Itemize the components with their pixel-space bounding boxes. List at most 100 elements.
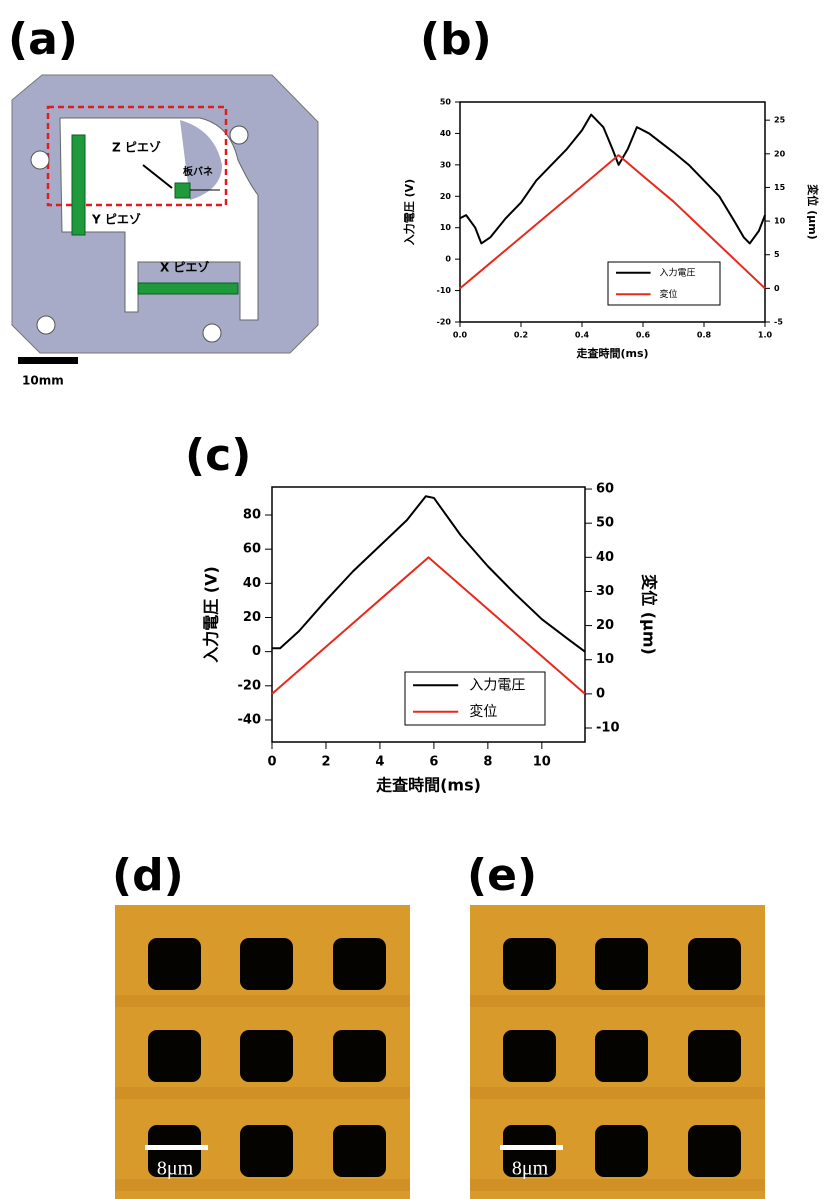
y-tick-label: -20 xyxy=(437,318,452,327)
y2-tick-label: -10 xyxy=(596,721,620,736)
x-tick-label: 0.8 xyxy=(697,331,712,340)
legend-label: 変位 xyxy=(469,703,497,720)
y-tick-label: 0 xyxy=(252,644,261,659)
hole-square xyxy=(148,938,201,990)
y-tick-label: 0 xyxy=(445,255,451,264)
x-tick-label: 10 xyxy=(533,755,551,770)
y-tick-label: 20 xyxy=(243,610,261,625)
hole-square xyxy=(688,1030,741,1082)
hole xyxy=(230,126,248,144)
hole xyxy=(37,316,55,334)
hole-square xyxy=(688,938,741,990)
diagram-label: Z ピエゾ xyxy=(112,140,161,155)
y2-tick-label: 30 xyxy=(596,584,614,599)
hole-square xyxy=(688,1125,741,1177)
y-tick-label: 40 xyxy=(243,576,261,591)
diagram-label: 板バネ xyxy=(183,165,213,178)
scale-bar xyxy=(145,1145,208,1150)
stripe xyxy=(115,1087,410,1099)
x-tick-label: 0.4 xyxy=(575,331,590,340)
hole-square xyxy=(148,1030,201,1082)
panel-label: (e) xyxy=(467,850,537,901)
hole-square xyxy=(595,1030,648,1082)
hole-square xyxy=(503,1030,556,1082)
y-tick-label: -20 xyxy=(238,678,262,693)
y2-tick-label: 0 xyxy=(774,284,780,293)
y-piezo xyxy=(72,135,85,235)
hole-square xyxy=(333,1125,386,1177)
x-tick-label: 0.2 xyxy=(514,331,528,340)
scale-label: 8μm xyxy=(512,1158,549,1180)
hole-square xyxy=(240,938,293,990)
y-tick-label: 10 xyxy=(440,223,452,232)
legend-label: 入力電圧 xyxy=(660,266,696,278)
y2-tick-label: 25 xyxy=(774,116,786,125)
figure: (a) Z ピエゾ 板バネ Y ピエゾ X ピエゾ 10mm (b) (c) (… xyxy=(0,0,826,1199)
y2-tick-label: 15 xyxy=(774,183,786,192)
y2-axis-title: 変位 (μm) xyxy=(640,574,659,655)
hole-square xyxy=(333,938,386,990)
y-tick-label: 40 xyxy=(440,129,452,138)
diagram-label: Y ピエゾ xyxy=(91,212,141,227)
x-tick-label: 2 xyxy=(321,755,330,770)
afm-image: 8μm xyxy=(115,905,410,1199)
panel-label: (b) xyxy=(420,14,492,65)
x-axis-title: 走査時間(ms) xyxy=(375,776,481,795)
y-tick-label: 60 xyxy=(243,542,261,557)
diagram-label: X ピエゾ xyxy=(160,260,209,275)
panel-label: (c) xyxy=(185,430,251,481)
data-line xyxy=(272,496,585,651)
hole xyxy=(203,324,221,342)
y2-tick-label: 20 xyxy=(596,618,614,633)
y2-tick-label: 50 xyxy=(596,516,614,531)
legend-label: 変位 xyxy=(660,288,678,300)
panel-label: (a) xyxy=(8,14,78,65)
y2-axis-title: 変位 (μm) xyxy=(806,184,820,239)
y2-tick-label: 5 xyxy=(774,250,780,259)
x-tick-label: 1.0 xyxy=(758,331,773,340)
hole-square xyxy=(240,1125,293,1177)
y-tick-label: 80 xyxy=(243,508,261,523)
x-tick-label: 0.6 xyxy=(636,331,651,340)
x-axis-title: 走査時間(ms) xyxy=(575,346,648,360)
stripe xyxy=(470,995,765,1007)
scale-bar xyxy=(18,357,78,364)
y-tick-label: 20 xyxy=(440,192,452,201)
x-tick-label: 0.0 xyxy=(453,331,468,340)
hole-square xyxy=(503,938,556,990)
x-tick-label: 8 xyxy=(483,755,492,770)
afm-image: 8μm xyxy=(470,905,765,1199)
stripe xyxy=(115,1179,410,1191)
stripe xyxy=(470,1179,765,1191)
hole-square xyxy=(595,938,648,990)
legend-label: 入力電圧 xyxy=(469,677,525,693)
hole xyxy=(31,151,49,169)
x-tick-label: 6 xyxy=(429,755,438,770)
scale-bar xyxy=(500,1145,563,1150)
afm-images: 8μm 8μm xyxy=(115,905,765,1199)
stripe xyxy=(115,995,410,1007)
y-tick-label: -10 xyxy=(437,286,452,295)
panel-label: (d) xyxy=(112,850,184,901)
x-tick-label: 0 xyxy=(267,755,276,770)
scale-label: 10mm xyxy=(22,374,64,388)
hole-square xyxy=(595,1125,648,1177)
y2-tick-label: 60 xyxy=(596,482,614,497)
stripe xyxy=(470,1087,765,1099)
hole-square xyxy=(333,1030,386,1082)
data-line xyxy=(460,115,765,244)
x-tick-label: 4 xyxy=(375,755,384,770)
y-axis-title: 入力電圧 (V) xyxy=(202,566,221,663)
y-tick-label: 50 xyxy=(440,98,452,107)
hole-square xyxy=(240,1030,293,1082)
z-piezo xyxy=(175,183,190,198)
stage-diagram: Z ピエゾ 板バネ Y ピエゾ X ピエゾ 10mm xyxy=(12,75,318,388)
y2-tick-label: 10 xyxy=(774,217,786,226)
y2-tick-label: 10 xyxy=(596,652,614,667)
y-tick-label: -40 xyxy=(238,712,262,727)
x-piezo xyxy=(138,283,238,294)
y2-tick-label: 20 xyxy=(774,149,786,158)
